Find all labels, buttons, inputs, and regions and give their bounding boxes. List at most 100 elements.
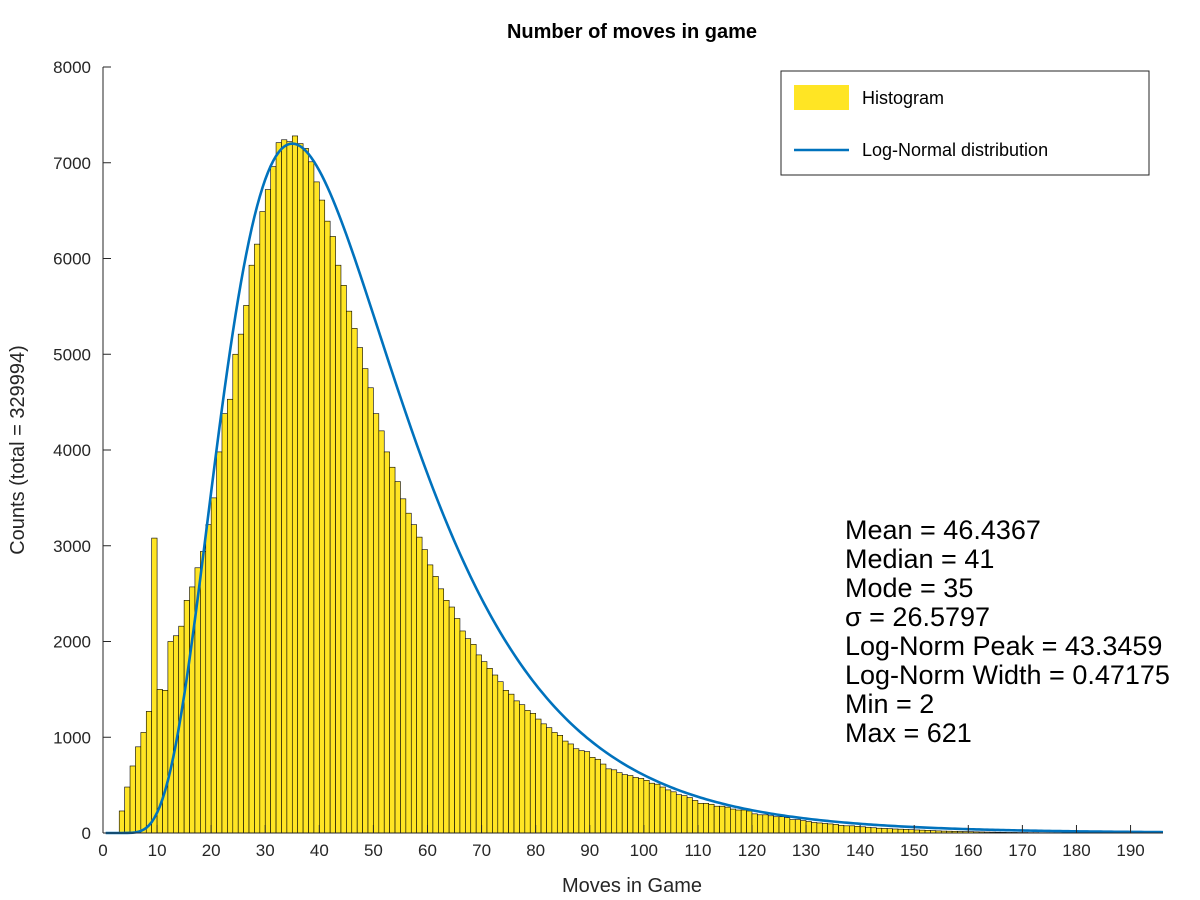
histogram-bar	[789, 819, 796, 834]
histogram-bar	[584, 751, 591, 834]
legend-histogram-swatch	[794, 85, 849, 110]
histogram-bar	[648, 782, 655, 834]
histogram-bar	[654, 783, 661, 834]
histogram-bar	[151, 537, 158, 834]
histogram-bar	[118, 810, 125, 834]
x-tick-label: 10	[148, 841, 167, 860]
histogram-bar	[665, 789, 672, 834]
histogram-bar	[621, 774, 628, 834]
histogram-bar	[638, 778, 645, 834]
histogram-bar	[643, 780, 650, 834]
x-tick-label: 40	[310, 841, 329, 860]
histogram-bar	[519, 704, 526, 834]
legend-lognormal-label: Log-Normal distribution	[862, 140, 1048, 160]
histogram-bar	[481, 661, 488, 834]
y-tick-label: 0	[82, 824, 91, 843]
stat-mode: Mode = 35	[845, 573, 973, 603]
histogram-bar	[740, 809, 747, 834]
legend-histogram-label: Histogram	[862, 88, 944, 108]
histogram-bar	[200, 551, 207, 834]
statistics-annotation: Mean = 46.4367 Median = 41 Mode = 35 σ =…	[845, 515, 1170, 748]
histogram-bar	[475, 654, 482, 834]
x-tick-label: 50	[364, 841, 383, 860]
histogram-bar	[297, 143, 304, 834]
x-tick-label: 30	[256, 841, 275, 860]
histogram-bar	[838, 825, 845, 834]
x-axis-label: Moves in Game	[562, 875, 702, 897]
histogram-bar	[859, 826, 866, 834]
stat-min: Min = 2	[845, 689, 934, 719]
histogram-bar	[405, 512, 412, 834]
histogram-bar	[410, 524, 417, 834]
histogram-bar	[811, 822, 818, 834]
histogram-bar	[854, 825, 861, 834]
histogram-bar	[427, 564, 434, 834]
stat-lognorm-width: Log-Norm Width = 0.47175	[845, 660, 1170, 690]
histogram-bar	[724, 806, 731, 834]
histogram-bar	[540, 723, 547, 834]
histogram-bar	[270, 166, 277, 834]
histogram-bar	[757, 814, 764, 834]
histogram-bar	[703, 803, 710, 834]
histogram-bar	[892, 828, 899, 834]
histogram-bar	[135, 746, 142, 834]
histogram-bar	[730, 808, 737, 834]
histogram-bar	[611, 769, 618, 834]
histogram-bar	[908, 829, 915, 834]
x-tick-label: 80	[526, 841, 545, 860]
x-tick-label: 70	[472, 841, 491, 860]
histogram-bar	[800, 820, 807, 834]
histogram-bar	[897, 828, 904, 834]
histogram-bar	[865, 826, 872, 834]
histogram-bar	[302, 148, 309, 834]
x-tick-label: 60	[418, 841, 437, 860]
histogram-bar	[205, 524, 212, 834]
histogram-bar	[681, 795, 688, 834]
histogram-bar	[632, 777, 639, 834]
stat-lognorm-peak: Log-Norm Peak = 43.3459	[845, 631, 1162, 661]
histogram-bar	[492, 674, 499, 834]
histogram-bar	[227, 398, 234, 834]
histogram-bar	[454, 618, 461, 834]
histogram-bar	[281, 139, 288, 834]
histogram-bar	[124, 786, 131, 834]
histogram-bar	[237, 333, 244, 834]
histogram-bar	[313, 181, 320, 834]
histogram-bar	[243, 305, 250, 834]
histogram-bar	[210, 497, 217, 834]
histogram-bar	[605, 768, 612, 834]
histogram-bar	[129, 765, 136, 834]
x-tick-label: 110	[684, 841, 711, 860]
histogram-bar	[465, 638, 472, 834]
histogram-bar	[567, 743, 574, 834]
histogram-bar	[589, 757, 596, 834]
histogram-bar	[627, 775, 634, 834]
histogram-bar	[870, 827, 877, 834]
histogram-bar	[167, 641, 174, 834]
y-tick-label: 4000	[53, 441, 91, 460]
x-tick-label: 100	[630, 841, 658, 860]
histogram-bar	[502, 690, 509, 834]
y-tick-label: 6000	[53, 250, 91, 269]
histogram-bar	[362, 368, 369, 834]
histogram-bar	[508, 693, 515, 834]
y-axis-label: Counts (total = 329994)	[7, 345, 29, 555]
histogram-bar	[767, 815, 774, 834]
histogram-bar	[746, 810, 753, 834]
histogram-bar	[551, 732, 558, 834]
chart-title: Number of moves in game	[507, 21, 757, 43]
histogram-bar	[805, 821, 812, 834]
histogram-bar	[291, 135, 298, 834]
histogram-bar	[394, 481, 401, 834]
stat-sigma: σ = 26.5797	[845, 602, 990, 632]
histogram-bar	[367, 387, 374, 834]
histogram-bar	[459, 630, 466, 834]
x-tick-label: 120	[738, 841, 766, 860]
histogram-bar	[600, 763, 607, 834]
histogram-bar	[329, 236, 336, 834]
histogram-bar	[383, 451, 390, 834]
histogram-bar	[546, 727, 553, 834]
histogram-bar	[751, 813, 758, 834]
lognormal-fit-line	[105, 142, 1164, 835]
histogram-bar	[881, 828, 888, 834]
